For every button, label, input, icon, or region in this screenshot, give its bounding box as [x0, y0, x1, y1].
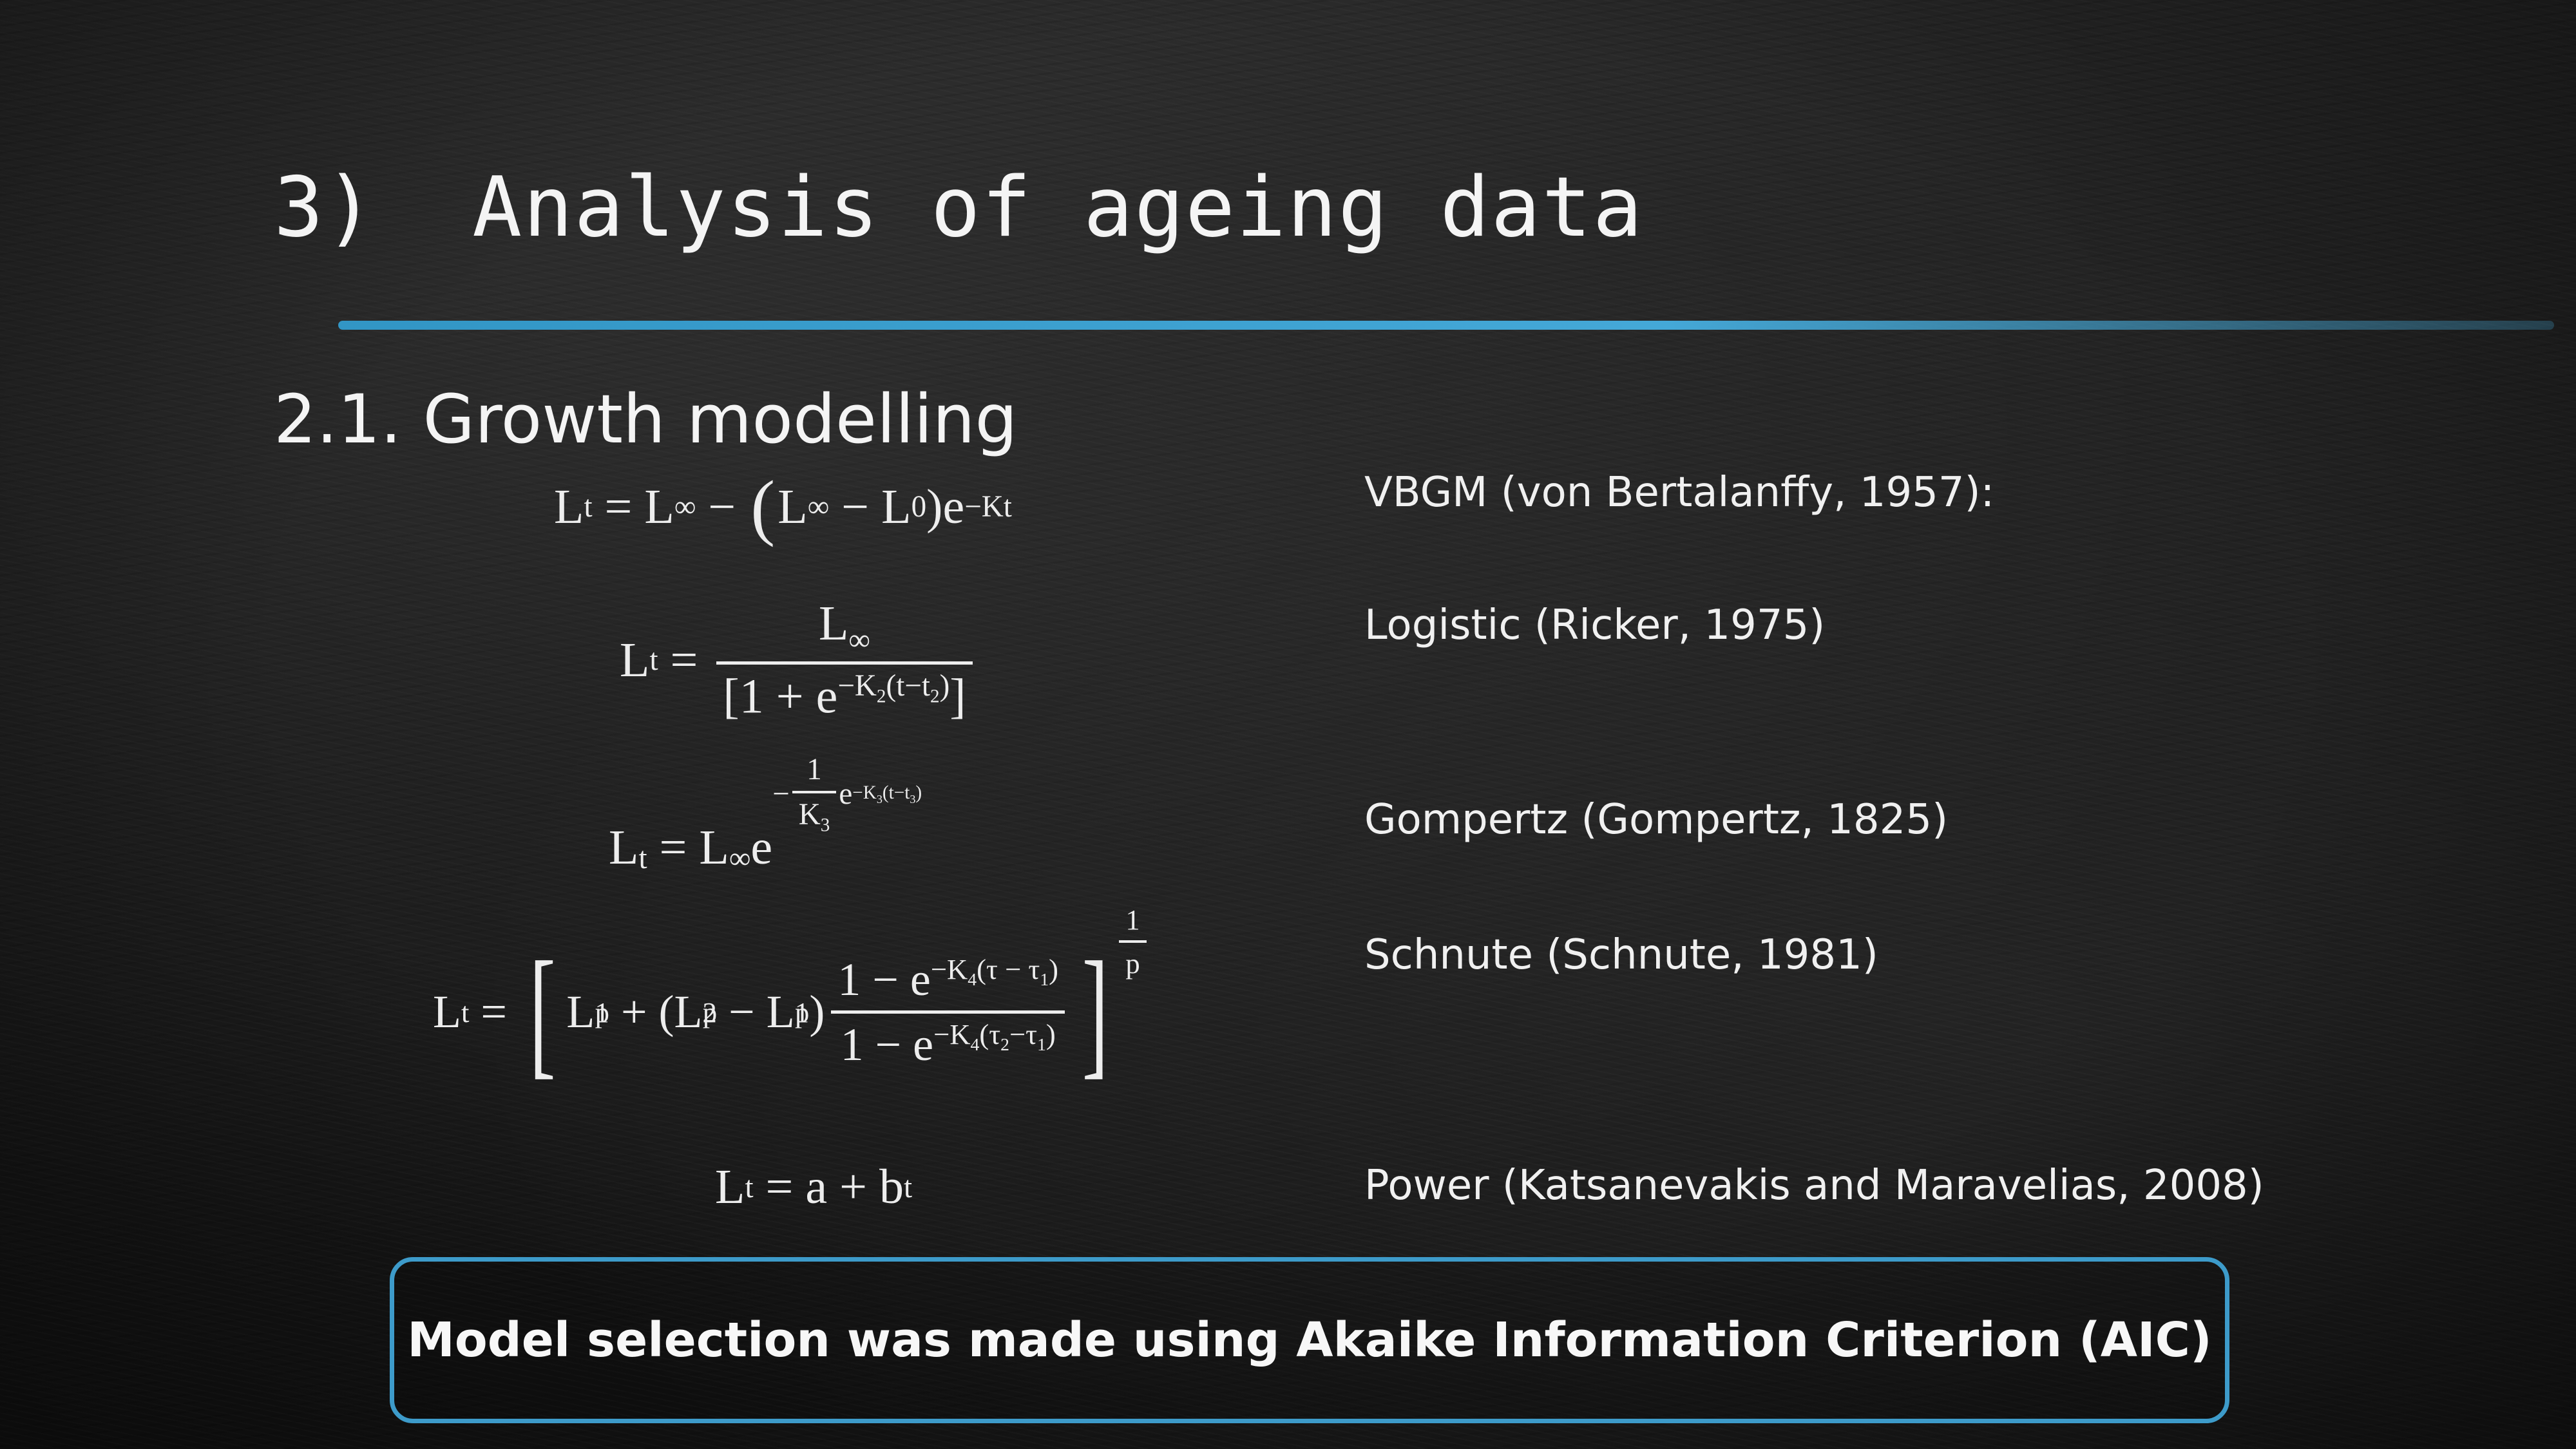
- label-schnute: Schnute (Schnute, 1981): [1364, 931, 1878, 979]
- label-vbgm: VBGM (von Bertalanffy, 1957):: [1364, 469, 1995, 516]
- aic-callout-box: Model selection was made using Akaike In…: [390, 1257, 2229, 1423]
- label-logistic: Logistic (Ricker, 1975): [1364, 601, 1826, 649]
- label-power: Power (Katsanevakis and Maravelias, 2008…: [1364, 1162, 2264, 1209]
- slide-title: 3) Analysis of ageing data: [274, 160, 1644, 256]
- slide-title-text: Analysis of ageing data: [472, 160, 1644, 256]
- slide-title-number: 3): [274, 160, 376, 256]
- aic-callout-text: Model selection was made using Akaike In…: [407, 1312, 2212, 1368]
- section-heading: 2.1. Growth modelling: [274, 380, 1018, 459]
- title-underline: [338, 321, 2554, 330]
- label-gompertz: Gompertz (Gompertz, 1825): [1364, 796, 1949, 844]
